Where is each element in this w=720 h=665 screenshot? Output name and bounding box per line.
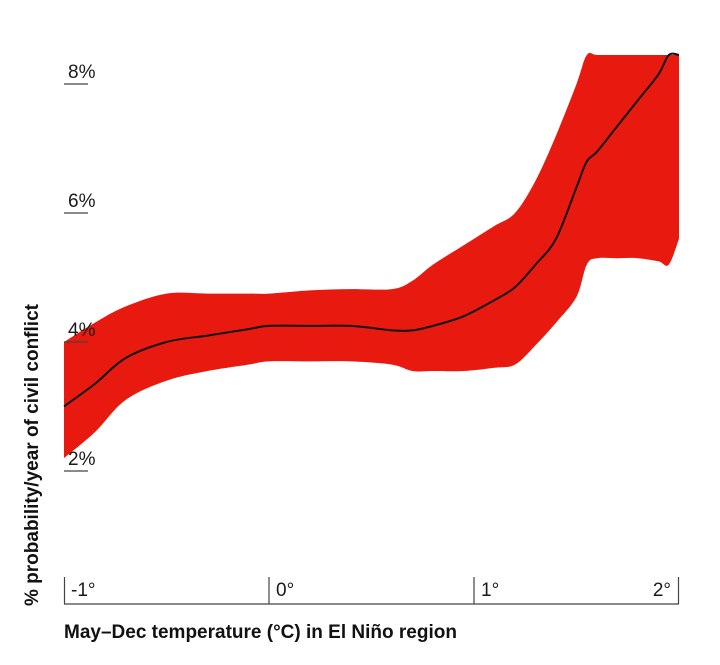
x-axis-title: May–Dec temperature (°C) in El Niño regi… [64, 622, 457, 643]
estimate-line [63, 52, 680, 408]
x-axis: -1° 0° 1° 2° [63, 577, 680, 605]
x-tick-label-0: 0° [276, 580, 294, 601]
confidence-band-layer [64, 52, 679, 459]
estimate-line-layer [63, 52, 680, 408]
x-tick-label-1: 1° [481, 580, 499, 601]
y-tick-label-4: 4% [68, 320, 96, 341]
y-axis: 2% 4% 6% 8% [64, 62, 96, 472]
y-tick-label-8: 8% [68, 62, 96, 83]
y-tick-label-6: 6% [68, 191, 96, 212]
x-tick-label-2: 2° [653, 580, 671, 601]
x-tick-label--1: -1° [71, 580, 96, 601]
confidence-band [64, 52, 679, 459]
y-axis-title: % probability/year of civil conflict [22, 303, 43, 606]
y-tick-label-2: 2% [68, 449, 96, 470]
